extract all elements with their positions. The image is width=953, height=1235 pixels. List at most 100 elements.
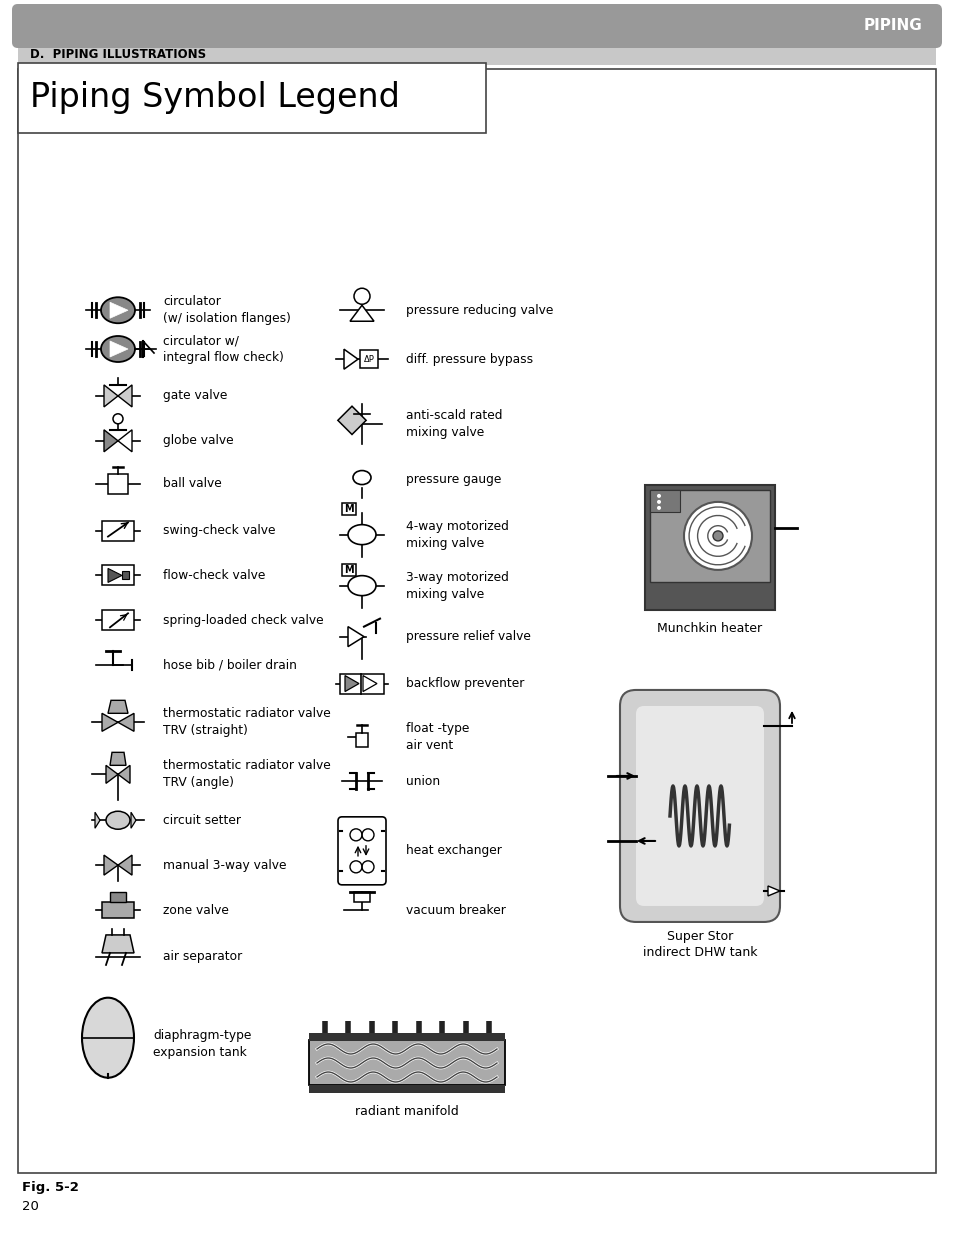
Bar (355, 732, 368, 747)
Text: circuit setter: circuit setter (163, 814, 241, 826)
Polygon shape (108, 568, 122, 583)
Circle shape (657, 500, 660, 504)
Text: heat exchanger: heat exchanger (406, 845, 501, 857)
Polygon shape (118, 385, 132, 406)
Text: 20: 20 (22, 1200, 39, 1214)
FancyBboxPatch shape (12, 4, 941, 48)
FancyBboxPatch shape (337, 816, 386, 884)
Bar (102, 902, 133, 918)
Polygon shape (95, 813, 100, 829)
Bar (18, 44, 935, 65)
Polygon shape (348, 626, 364, 647)
Text: vacuum breaker: vacuum breaker (406, 904, 505, 916)
Text: Super Stor
indirect DHW tank: Super Stor indirect DHW tank (642, 930, 757, 958)
Ellipse shape (101, 336, 135, 362)
Bar (359, 351, 377, 368)
Text: ΔP: ΔP (363, 354, 374, 363)
Text: Fig. 5-2: Fig. 5-2 (22, 1182, 79, 1194)
Polygon shape (118, 766, 130, 783)
Circle shape (712, 531, 722, 541)
Polygon shape (106, 766, 118, 783)
Text: manual 3-way valve: manual 3-way valve (163, 858, 286, 872)
Polygon shape (102, 935, 133, 953)
Circle shape (657, 506, 660, 510)
Bar (122, 572, 129, 579)
Polygon shape (110, 341, 128, 357)
Text: gate valve: gate valve (163, 389, 227, 403)
Bar (309, 1032, 504, 1041)
Circle shape (683, 501, 751, 569)
Text: circulator
(w/ isolation flanges): circulator (w/ isolation flanges) (163, 295, 291, 325)
Bar (102, 521, 133, 541)
Text: PIPING: PIPING (862, 19, 921, 33)
Text: D.  PIPING ILLUSTRATIONS: D. PIPING ILLUSTRATIONS (30, 48, 206, 62)
Polygon shape (767, 885, 780, 895)
Polygon shape (104, 430, 118, 452)
Polygon shape (118, 430, 132, 452)
Polygon shape (104, 855, 118, 876)
Text: diff. pressure bypass: diff. pressure bypass (406, 353, 533, 366)
Ellipse shape (82, 998, 133, 1078)
Bar (102, 566, 133, 585)
Polygon shape (118, 855, 132, 876)
Text: pressure gauge: pressure gauge (406, 473, 501, 487)
Text: M: M (344, 504, 354, 514)
Polygon shape (118, 714, 133, 731)
Ellipse shape (353, 471, 371, 484)
Text: 4-way motorized
mixing valve: 4-way motorized mixing valve (406, 520, 508, 550)
Polygon shape (108, 700, 128, 714)
Text: thermostatic radiator valve
TRV (angle): thermostatic radiator valve TRV (angle) (163, 760, 331, 789)
Text: thermostatic radiator valve
TRV (straight): thermostatic radiator valve TRV (straigh… (163, 708, 331, 737)
Bar (18, 63, 485, 133)
Text: ball valve: ball valve (163, 477, 221, 490)
Polygon shape (102, 714, 118, 731)
Text: circulator w/
integral flow check): circulator w/ integral flow check) (163, 333, 284, 364)
Text: anti-scald rated
mixing valve: anti-scald rated mixing valve (406, 410, 502, 440)
Text: hose bib / boiler drain: hose bib / boiler drain (163, 658, 296, 672)
Bar (354, 892, 370, 902)
FancyBboxPatch shape (636, 706, 763, 906)
Polygon shape (104, 385, 118, 406)
FancyBboxPatch shape (12, 4, 523, 48)
Bar (309, 1040, 504, 1086)
Text: union: union (406, 776, 439, 788)
Ellipse shape (348, 576, 375, 595)
FancyBboxPatch shape (619, 690, 780, 923)
Bar (309, 1086, 504, 1093)
Text: pressure relief valve: pressure relief valve (406, 630, 530, 643)
Text: spring-loaded check valve: spring-loaded check valve (163, 614, 323, 627)
Text: radiant manifold: radiant manifold (355, 1105, 458, 1118)
Text: Munchkin heater: Munchkin heater (657, 622, 761, 635)
Polygon shape (350, 305, 374, 321)
Bar (649, 490, 769, 582)
Polygon shape (110, 752, 126, 766)
Bar (649, 490, 679, 511)
Bar (108, 474, 128, 494)
Polygon shape (344, 350, 357, 369)
Bar (337, 406, 366, 435)
Bar (339, 673, 384, 694)
Text: float -type
air vent: float -type air vent (406, 721, 469, 752)
Ellipse shape (101, 298, 135, 324)
Text: diaphragm-type
expansion tank: diaphragm-type expansion tank (152, 1029, 251, 1058)
Bar (644, 485, 774, 610)
Bar (341, 503, 355, 515)
Text: globe valve: globe valve (163, 435, 233, 447)
Bar (102, 610, 133, 630)
Text: M: M (344, 564, 354, 574)
Text: flow-check valve: flow-check valve (163, 569, 265, 582)
Text: air separator: air separator (163, 951, 242, 963)
Text: Piping Symbol Legend: Piping Symbol Legend (30, 82, 399, 115)
Circle shape (657, 494, 660, 498)
Polygon shape (110, 303, 128, 319)
Text: 3-way motorized
mixing valve: 3-way motorized mixing valve (406, 571, 508, 600)
Bar (110, 892, 126, 902)
Text: zone valve: zone valve (163, 904, 229, 916)
Text: swing-check valve: swing-check valve (163, 524, 275, 537)
Ellipse shape (106, 811, 130, 829)
Bar (18, 69, 935, 1173)
Polygon shape (345, 676, 358, 692)
Text: pressure reducing valve: pressure reducing valve (406, 304, 553, 316)
Text: backflow preventer: backflow preventer (406, 677, 524, 690)
Polygon shape (363, 676, 376, 692)
